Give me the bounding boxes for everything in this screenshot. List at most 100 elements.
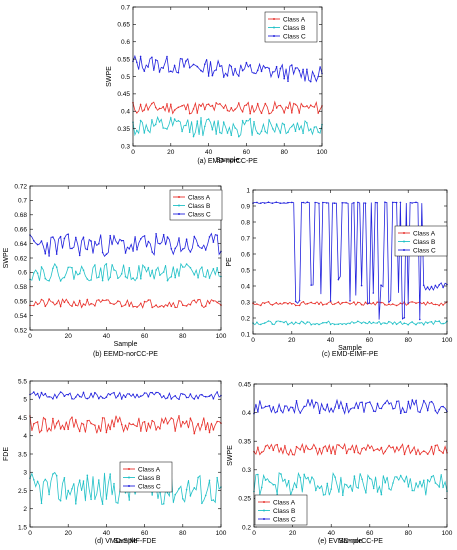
data-point xyxy=(353,301,355,303)
data-point xyxy=(67,301,69,304)
data-point xyxy=(82,423,85,426)
data-point xyxy=(63,276,66,279)
data-point xyxy=(268,67,270,70)
data-point xyxy=(151,419,153,422)
data-point xyxy=(392,482,394,484)
data-point xyxy=(309,128,312,130)
data-point xyxy=(204,305,207,307)
data-point xyxy=(71,247,73,250)
data-point xyxy=(399,446,402,449)
data-point xyxy=(384,481,387,484)
data-point xyxy=(201,424,203,426)
data-point xyxy=(253,72,255,74)
data-point xyxy=(86,474,89,477)
data-point xyxy=(349,408,352,410)
data-point xyxy=(299,448,302,451)
panel-caption: (b) EEMD-norCC-PE xyxy=(93,351,158,358)
data-point xyxy=(204,108,206,111)
data-point xyxy=(284,478,286,481)
data-point xyxy=(109,276,111,279)
data-point xyxy=(98,397,100,400)
data-point xyxy=(200,117,202,119)
data-point xyxy=(178,300,180,302)
data-point xyxy=(59,280,62,282)
data-point xyxy=(337,301,340,303)
data-point xyxy=(178,237,180,239)
data-point xyxy=(306,122,308,124)
data-point xyxy=(291,321,293,324)
data-point xyxy=(438,304,441,307)
data-point xyxy=(399,201,402,204)
data-point xyxy=(98,242,100,245)
data-point xyxy=(263,202,266,204)
data-point xyxy=(182,498,184,500)
data-point xyxy=(216,476,218,479)
data-point xyxy=(419,322,421,324)
data-point xyxy=(189,495,192,497)
data-point xyxy=(267,320,270,322)
data-point xyxy=(384,402,387,404)
data-point xyxy=(140,302,142,305)
data-point xyxy=(185,396,188,399)
data-point xyxy=(155,429,157,431)
y-tick-label: 0.2 xyxy=(242,524,251,531)
data-point xyxy=(219,131,221,134)
x-tick-label: 60 xyxy=(366,530,374,537)
data-point xyxy=(310,284,313,286)
y-tick-label: 1 xyxy=(246,187,250,194)
data-point xyxy=(388,320,390,323)
data-point xyxy=(71,488,73,490)
data-point xyxy=(94,498,96,500)
data-point xyxy=(230,134,233,136)
data-point xyxy=(33,304,35,307)
data-point xyxy=(337,323,340,326)
data-point xyxy=(147,66,149,68)
series-line-class-c xyxy=(29,391,222,401)
data-point xyxy=(155,391,157,394)
data-point xyxy=(388,301,390,303)
data-point xyxy=(182,393,184,395)
data-point xyxy=(181,105,183,107)
data-point xyxy=(78,254,81,257)
plot-frame xyxy=(29,380,222,528)
data-point xyxy=(208,479,211,482)
data-point xyxy=(170,70,172,72)
data-point xyxy=(283,302,285,304)
legend-entry: Class A xyxy=(283,16,306,23)
series-line-class-c xyxy=(253,398,448,416)
data-point xyxy=(306,302,309,305)
data-point xyxy=(329,323,332,326)
data-point xyxy=(120,273,123,275)
data-point xyxy=(295,445,298,448)
data-point xyxy=(411,321,413,323)
y-tick-label: 4 xyxy=(23,433,27,440)
data-point xyxy=(423,479,425,482)
data-point xyxy=(388,403,390,405)
data-point xyxy=(442,286,444,289)
data-point xyxy=(438,486,441,488)
data-point xyxy=(196,65,199,68)
y-tick-label: 0.55 xyxy=(117,56,130,63)
data-point xyxy=(33,391,35,393)
data-point xyxy=(279,202,282,204)
data-point xyxy=(333,202,336,204)
data-point xyxy=(283,112,286,114)
y-tick-label: 5.5 xyxy=(18,378,27,385)
data-point xyxy=(249,117,251,120)
data-point xyxy=(200,69,202,72)
data-point xyxy=(211,128,214,131)
data-point xyxy=(36,392,39,395)
y-tick-label: 0.3 xyxy=(241,299,250,306)
data-point xyxy=(415,482,417,485)
data-point xyxy=(407,302,410,304)
data-point xyxy=(67,428,69,431)
data-point xyxy=(267,201,270,203)
data-point xyxy=(380,284,382,287)
data-point xyxy=(90,279,92,281)
data-point xyxy=(109,428,111,431)
data-point xyxy=(430,285,433,288)
legend-marker xyxy=(273,18,275,20)
data-point xyxy=(105,498,108,500)
data-point xyxy=(189,251,192,253)
data-point xyxy=(307,399,309,401)
